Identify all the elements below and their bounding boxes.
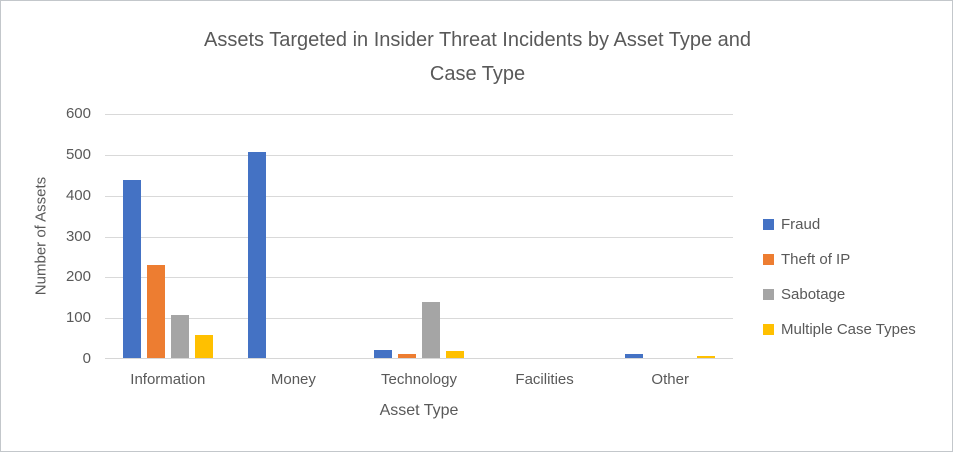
bar-multiple-case-types-information — [194, 335, 213, 358]
y-tick-label-200: 200 — [65, 268, 91, 286]
legend: Fraud Theft of IP Sabotage Multiple Case Ty… — [763, 207, 916, 347]
bar-fraud-technology — [374, 349, 392, 358]
x-category-label-facilities: Facilities — [515, 371, 574, 388]
legend-item-fraud: Fraud — [763, 207, 916, 242]
legend-item-theft-of-ip: Theft of IP — [763, 242, 916, 277]
y-tick-label-0: 0 — [82, 350, 91, 367]
gridline-y-400 — [105, 195, 733, 197]
y-tick-label-600: 600 — [65, 105, 91, 122]
gridline-y-100 — [105, 318, 733, 320]
plot-area — [105, 114, 733, 359]
bar-fraud-money — [248, 151, 267, 358]
bar-sabotage-technology — [422, 302, 440, 358]
bar-fraud-other — [625, 353, 644, 358]
gridline-y-300 — [105, 236, 733, 238]
gridline-y-600 — [105, 114, 733, 115]
legend-label-sabotage: Sabotage — [781, 286, 846, 303]
chart-title: Assets Targeted in Insider Threat Incide… — [1, 23, 952, 91]
gridline-y-200 — [105, 277, 733, 279]
legend-item-multiple-case-types: Multiple Case Types — [763, 312, 916, 347]
chart-title-line-2: Case Type — [429, 63, 526, 85]
x-category-label-information: Information — [130, 371, 206, 388]
chart-title-line-1: Assets Targeted in Insider Threat Incide… — [204, 29, 751, 51]
y-tick-label-100: 100 — [65, 309, 91, 327]
legend-swatch-sabotage — [763, 289, 774, 300]
x-category-label-money: Money — [270, 371, 316, 388]
legend-item-sabotage: Sabotage — [763, 277, 916, 312]
y-tick-label-300: 300 — [65, 227, 91, 245]
bar-sabotage-information — [170, 314, 189, 358]
x-category-label-other: Other — [651, 371, 689, 388]
legend-swatch-multiple-case-types — [763, 324, 774, 335]
legend-label-fraud: Fraud — [781, 216, 821, 233]
x-axis-title: Asset Type — [379, 402, 459, 419]
gridline-y-500 — [105, 154, 733, 156]
y-tick-label-400: 400 — [65, 186, 91, 204]
bar-theft-of-ip-technology — [398, 353, 416, 358]
legend-label-multiple-case-types: Multiple Case Types — [781, 321, 916, 338]
bar-multiple-case-types-technology — [446, 350, 464, 358]
legend-swatch-theft-of-ip — [763, 254, 774, 265]
y-tick-label-500: 500 — [65, 145, 91, 163]
legend-swatch-fraud — [763, 219, 774, 230]
bar-fraud-information — [122, 180, 141, 358]
legend-label-theft-of-ip: Theft of IP — [781, 251, 851, 268]
bar-multiple-case-types-other — [697, 355, 716, 358]
bar-theft-of-ip-information — [146, 264, 165, 358]
x-category-label-technology: Technology — [381, 371, 457, 388]
